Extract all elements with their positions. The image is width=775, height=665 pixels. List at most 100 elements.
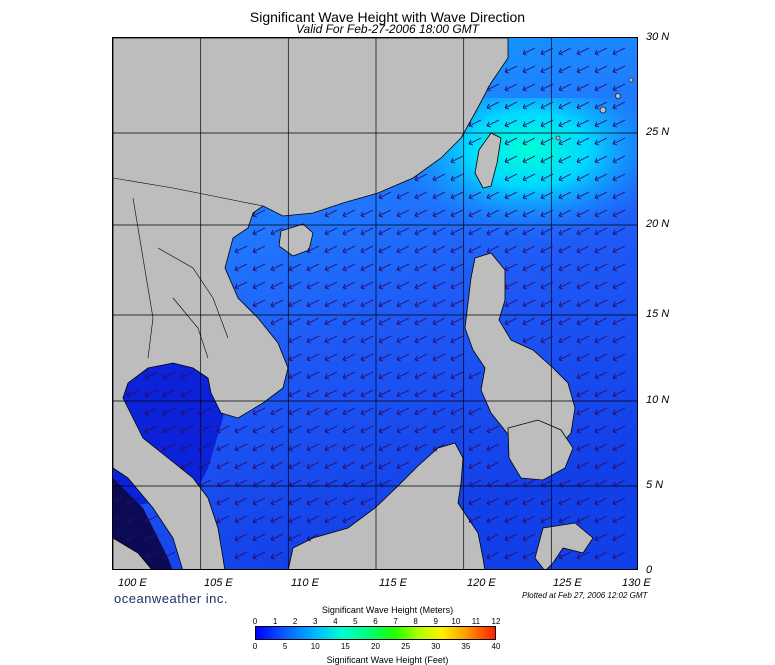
- wave-arrow-331: [378, 443, 392, 452]
- wave-arrow-179: [324, 299, 338, 308]
- meters-tick-6: 6: [373, 617, 378, 626]
- wave-arrow-47: [504, 155, 518, 164]
- wave-arrow-122: [396, 245, 410, 254]
- wave-arrow-90: [522, 209, 536, 218]
- wave-arrow-207: [540, 317, 554, 326]
- wave-arrow-100: [360, 227, 374, 236]
- wave-arrow-396: [576, 497, 590, 506]
- wave-arrow-256: [576, 371, 590, 380]
- wave-arrow-124: [432, 245, 446, 254]
- wave-arrow-427: [486, 533, 500, 542]
- wave-arrow-17: [558, 83, 572, 92]
- meters-tick-0: 0: [252, 617, 258, 626]
- wave-arrow-384: [270, 497, 284, 506]
- wave-arrow-262: [180, 389, 194, 398]
- wave-arrow-360: [216, 479, 230, 488]
- wave-arrow-260: [144, 389, 158, 398]
- sumatra-island: [113, 537, 152, 569]
- wave-arrow-386: [306, 497, 320, 506]
- wave-arrow-380: [126, 497, 140, 506]
- wave-arrow-403: [234, 515, 248, 524]
- wave-arrow-4: [594, 47, 608, 56]
- wave-arrow-108: [504, 227, 518, 236]
- wave-arrow-93: [576, 209, 590, 218]
- wave-arrow-415: [558, 515, 572, 524]
- wave-arrow-5: [612, 47, 626, 56]
- wave-arrow-286: [360, 407, 374, 416]
- wave-arrow-40: [522, 137, 536, 146]
- wave-arrow-184: [414, 299, 428, 308]
- wave-arrow-152: [576, 263, 590, 272]
- wave-arrow-59: [540, 173, 554, 182]
- wave-arrow-390: [468, 497, 482, 506]
- lat-label-20n: 20 N: [646, 218, 670, 230]
- wave-arrow-241: [612, 353, 626, 362]
- wave-arrow-161: [342, 281, 356, 290]
- wave-arrow-142: [360, 263, 374, 272]
- wave-arrow-28: [612, 101, 626, 110]
- lon-label-130e: 130 E: [622, 577, 651, 589]
- wave-arrow-138: [288, 263, 302, 272]
- wave-arrow-367: [342, 479, 356, 488]
- wave-arrow-359: [198, 479, 212, 488]
- wave-arrow-264: [306, 389, 320, 398]
- wave-arrow-287: [378, 407, 392, 416]
- wave-arrow-23: [522, 101, 536, 110]
- wave-arrow-96: [252, 227, 266, 236]
- wave-arrow-195: [288, 317, 302, 326]
- wave-arrow-97: [270, 227, 284, 236]
- wave-arrow-279: [198, 407, 212, 416]
- wave-arrow-123: [414, 245, 428, 254]
- lat-label-0: 0: [646, 564, 653, 576]
- wave-arrow-198: [342, 317, 356, 326]
- wave-arrow-283: [306, 407, 320, 416]
- wave-arrow-205: [504, 317, 518, 326]
- wave-arrow-261: [162, 389, 176, 398]
- wave-arrow-199: [360, 317, 374, 326]
- wave-arrow-219: [414, 335, 428, 344]
- wave-arrow-347: [306, 461, 320, 470]
- lon-label-115e: 115 E: [379, 577, 407, 589]
- wave-arrow-121: [378, 245, 392, 254]
- wave-arrow-365: [306, 479, 320, 488]
- wave-arrow-274: [594, 389, 608, 398]
- wave-arrow-112: [576, 227, 590, 236]
- wave-arrow-399: [113, 515, 122, 523]
- wave-arrow-72: [522, 191, 536, 200]
- wave-arrow-397: [594, 497, 608, 506]
- wave-arrow-352: [396, 461, 410, 470]
- wave-arrow-19: [594, 83, 608, 92]
- wave-arrow-308: [360, 425, 374, 434]
- wave-arrow-216: [360, 335, 374, 344]
- wave-arrow-68: [450, 191, 464, 200]
- wave-arrow-265: [324, 389, 338, 398]
- wave-height-colorbar: [255, 626, 496, 640]
- wave-arrow-398: [612, 497, 626, 506]
- wave-arrow-8: [540, 65, 554, 74]
- wave-arrow-214: [324, 335, 338, 344]
- wave-arrow-230: [324, 353, 338, 362]
- hainan-island: [278, 223, 314, 257]
- wave-arrow-406: [288, 515, 302, 524]
- wave-arrow-375: [558, 479, 572, 488]
- wave-arrow-381: [216, 497, 230, 506]
- wave-arrow-83: [396, 209, 410, 218]
- lat-label-5n: 5 N: [646, 479, 664, 491]
- wave-arrow-311: [414, 425, 428, 434]
- wave-arrow-14: [504, 83, 518, 92]
- wave-arrow-323: [234, 443, 248, 452]
- wave-arrow-36: [594, 119, 608, 128]
- wave-arrow-373: [522, 479, 536, 488]
- wave-arrow-206: [522, 317, 536, 326]
- wave-arrow-404: [252, 515, 266, 524]
- wave-arrow-275: [612, 389, 626, 398]
- wave-arrow-369: [378, 479, 392, 488]
- wave-arrow-333: [414, 443, 428, 452]
- wave-arrow-348: [324, 461, 338, 470]
- wave-arrow-366: [324, 479, 338, 488]
- wave-arrow-24: [540, 101, 554, 110]
- wave-arrow-81: [360, 209, 374, 218]
- wave-arrow-296: [144, 425, 158, 434]
- wave-arrow-29: [468, 119, 482, 128]
- wave-arrow-42: [558, 137, 572, 146]
